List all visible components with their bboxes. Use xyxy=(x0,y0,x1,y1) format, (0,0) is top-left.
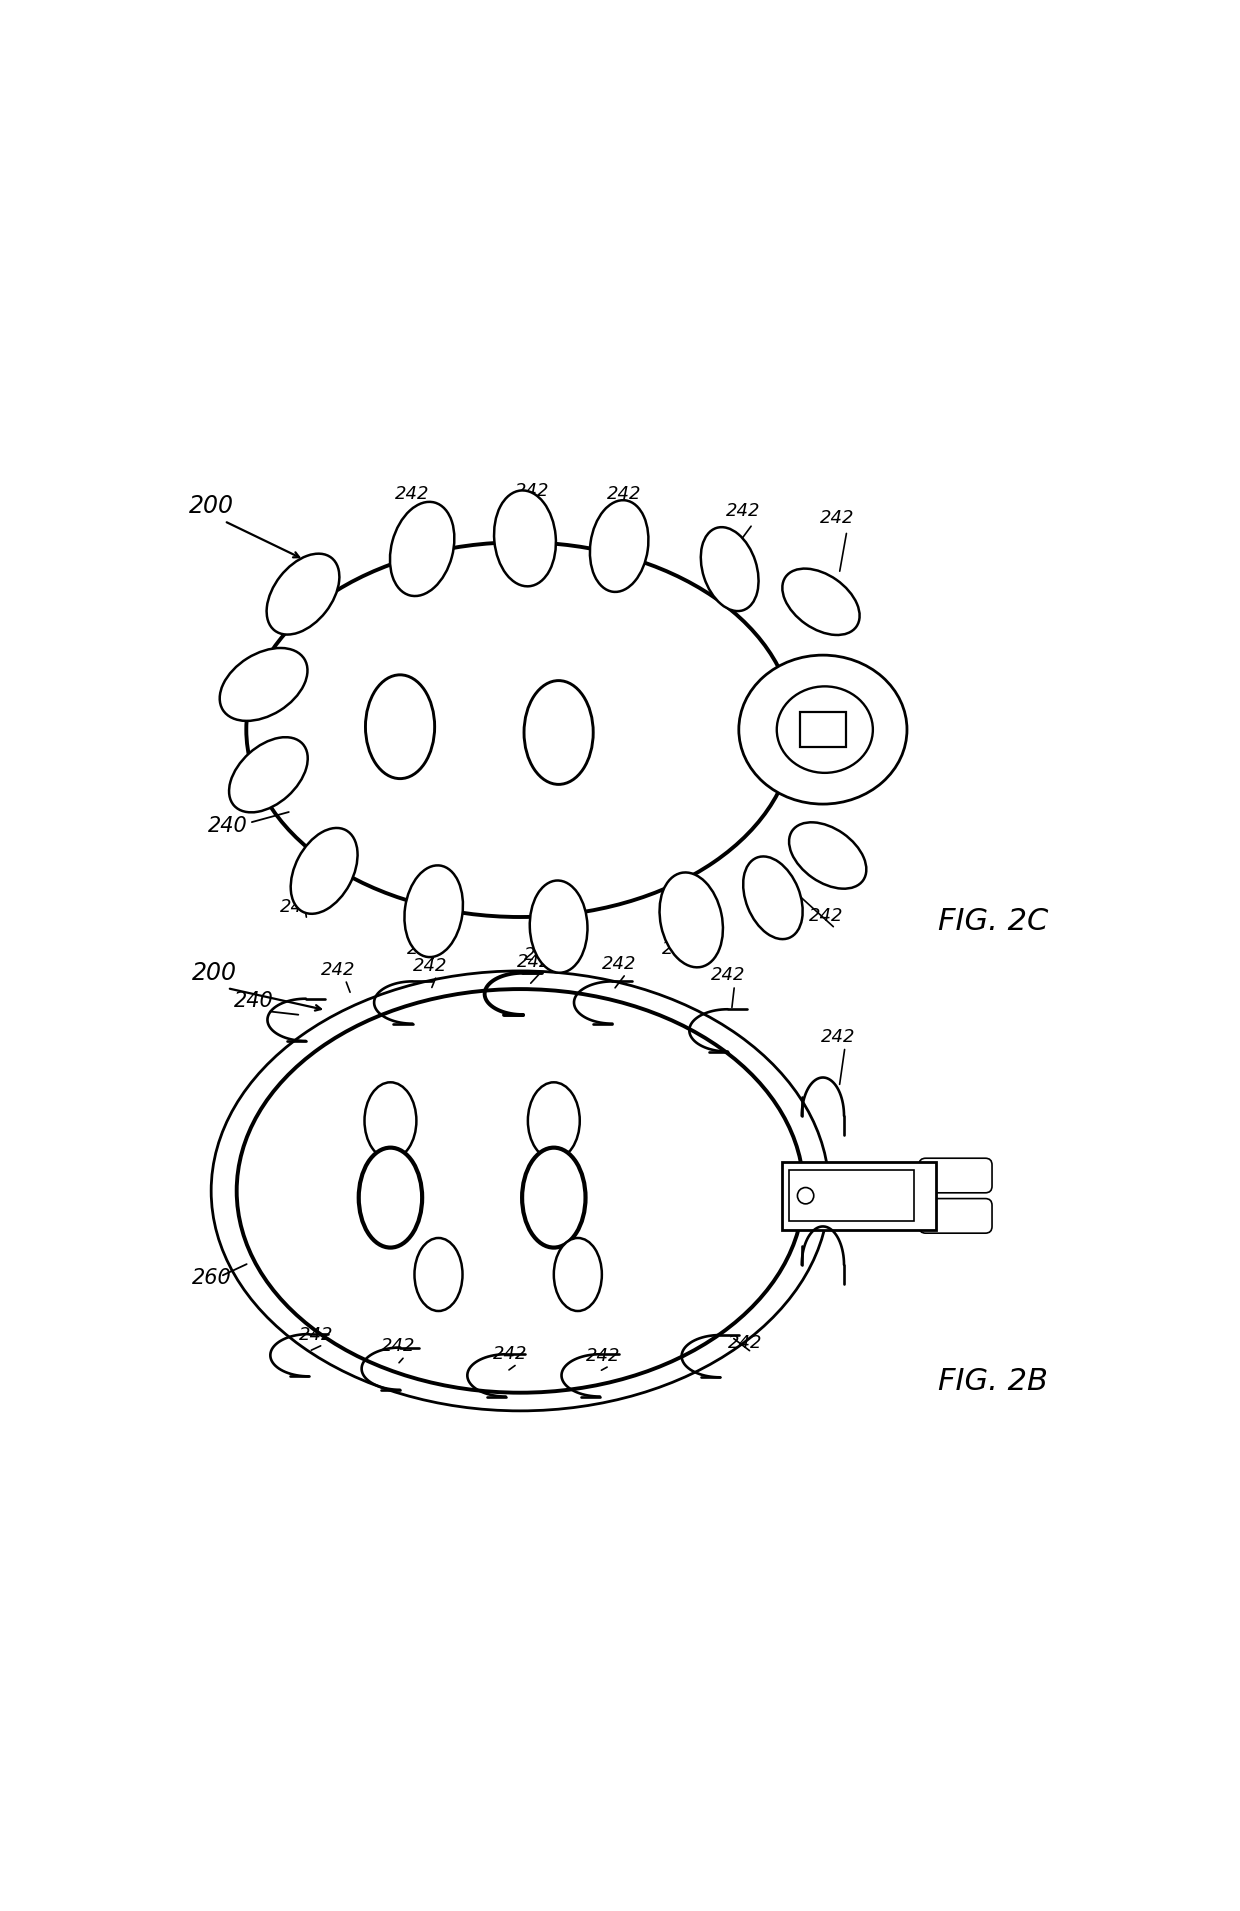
Ellipse shape xyxy=(211,971,830,1410)
Ellipse shape xyxy=(365,1082,417,1160)
Text: 242: 242 xyxy=(525,946,558,965)
Text: 242: 242 xyxy=(820,508,854,527)
Ellipse shape xyxy=(739,655,906,805)
Text: 242: 242 xyxy=(280,898,315,915)
Text: 242: 242 xyxy=(585,1347,620,1364)
Text: 240: 240 xyxy=(208,816,248,837)
Text: 242: 242 xyxy=(517,954,552,971)
Text: 260: 260 xyxy=(191,1269,232,1288)
Ellipse shape xyxy=(660,873,723,967)
Text: 200: 200 xyxy=(188,495,233,518)
Text: 242: 242 xyxy=(711,967,745,984)
Ellipse shape xyxy=(797,1187,813,1204)
Text: 242: 242 xyxy=(407,940,441,957)
Text: FIG. 2C: FIG. 2C xyxy=(939,908,1049,936)
Ellipse shape xyxy=(247,543,794,917)
Ellipse shape xyxy=(743,856,802,938)
Text: 242: 242 xyxy=(808,908,843,925)
Text: 242: 242 xyxy=(299,1326,334,1343)
Ellipse shape xyxy=(494,491,556,587)
Text: 242: 242 xyxy=(728,1334,763,1351)
Ellipse shape xyxy=(529,881,588,973)
FancyBboxPatch shape xyxy=(800,713,846,747)
Text: 242: 242 xyxy=(413,957,448,975)
Text: 242: 242 xyxy=(396,485,430,503)
Text: 242: 242 xyxy=(494,1345,528,1363)
Ellipse shape xyxy=(590,501,649,592)
Text: 242: 242 xyxy=(821,1028,856,1045)
Ellipse shape xyxy=(525,680,593,784)
Text: 242: 242 xyxy=(601,956,636,973)
Ellipse shape xyxy=(522,1149,585,1248)
Ellipse shape xyxy=(701,527,759,612)
Ellipse shape xyxy=(366,675,435,778)
FancyBboxPatch shape xyxy=(919,1198,992,1233)
Ellipse shape xyxy=(219,648,308,720)
FancyBboxPatch shape xyxy=(789,1170,914,1221)
Text: 242: 242 xyxy=(662,940,697,959)
Text: 200: 200 xyxy=(191,961,237,986)
Ellipse shape xyxy=(290,827,357,913)
Text: 242: 242 xyxy=(228,694,263,711)
Ellipse shape xyxy=(237,990,804,1393)
Text: FIG. 2B: FIG. 2B xyxy=(939,1366,1048,1395)
Text: 242: 242 xyxy=(381,1338,415,1355)
Ellipse shape xyxy=(776,686,873,772)
FancyBboxPatch shape xyxy=(781,1162,936,1231)
Ellipse shape xyxy=(267,554,340,634)
Ellipse shape xyxy=(229,738,308,812)
Ellipse shape xyxy=(414,1238,463,1311)
Ellipse shape xyxy=(389,503,454,596)
Ellipse shape xyxy=(554,1238,601,1311)
Text: 242: 242 xyxy=(606,485,641,503)
Ellipse shape xyxy=(358,1149,422,1248)
Ellipse shape xyxy=(782,569,859,634)
FancyBboxPatch shape xyxy=(919,1158,992,1192)
Ellipse shape xyxy=(528,1082,580,1160)
Text: 242: 242 xyxy=(516,482,549,501)
Ellipse shape xyxy=(789,822,867,889)
Text: 242: 242 xyxy=(725,503,760,520)
Text: 240: 240 xyxy=(234,992,274,1011)
Ellipse shape xyxy=(404,866,463,957)
Text: 242: 242 xyxy=(321,961,356,978)
